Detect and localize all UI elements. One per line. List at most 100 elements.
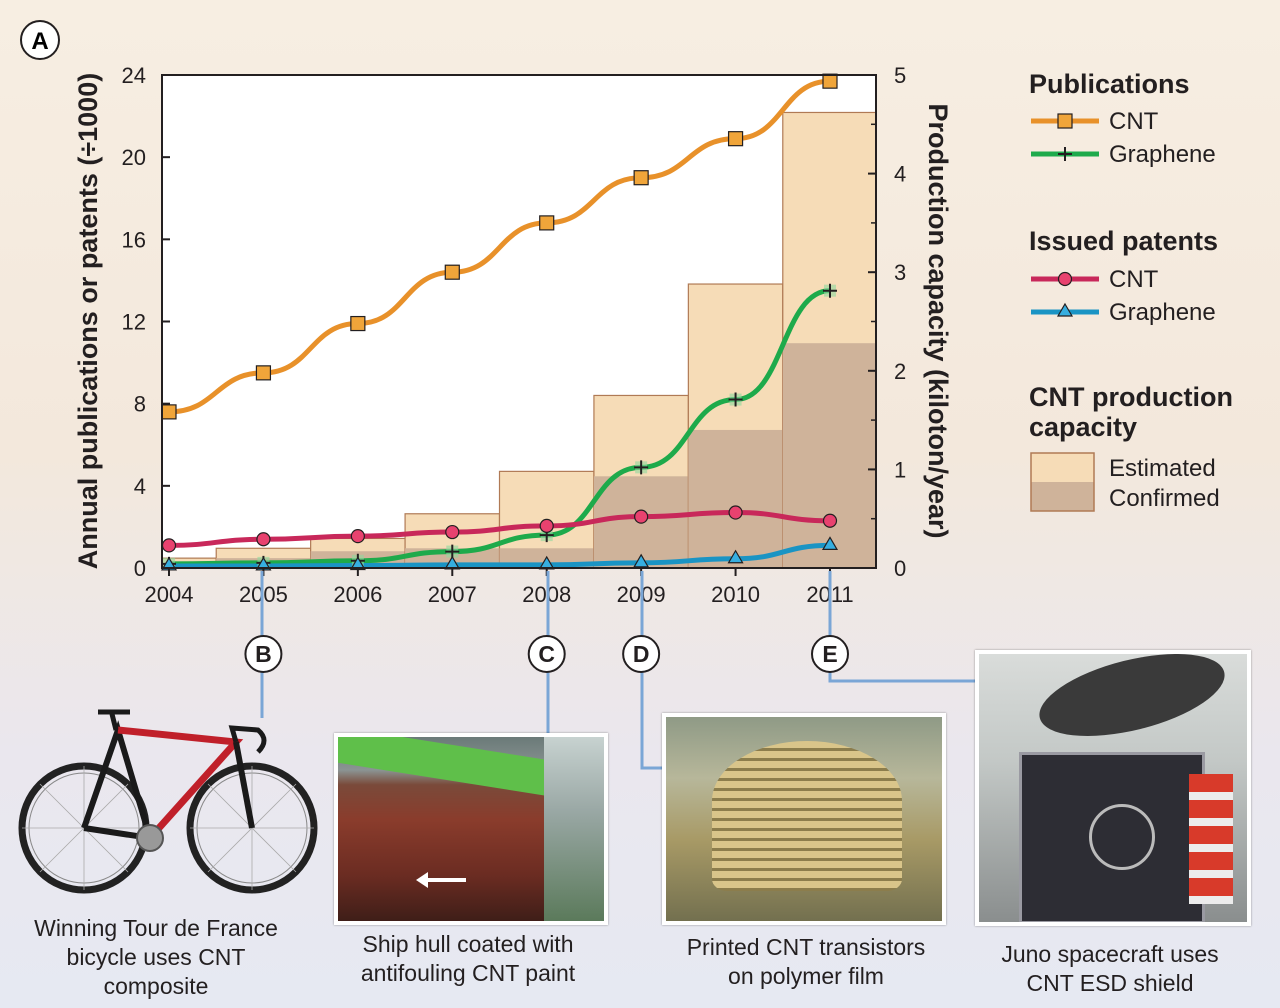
bike-rear-triangle — [81, 720, 155, 842]
y2-tick-label: 4 — [894, 162, 906, 187]
transistor-caption: Printed CNT transistors on polymer film — [650, 933, 962, 991]
bar-confirmed — [688, 429, 783, 568]
x-tick-label: 2004 — [145, 582, 194, 607]
y2-tick-label: 2 — [894, 359, 906, 384]
juno-spacecraft-image — [975, 650, 1251, 926]
y-tick-label: 20 — [122, 145, 146, 170]
bike-caption: Winning Tour de France bicycle uses CNT … — [0, 914, 312, 1001]
y-tick-label: 16 — [122, 227, 146, 252]
ship-caption-line2: antifouling CNT paint — [360, 960, 576, 986]
y-tick-label: 4 — [134, 474, 146, 499]
triangle-marker — [633, 553, 650, 568]
square-marker — [161, 404, 177, 420]
bike-spokes — [22, 766, 314, 890]
legend-square-icon — [1057, 113, 1073, 129]
bike-handlebar — [228, 725, 267, 754]
y2-axis-title: Production capacity (kiloton/year) — [923, 103, 953, 538]
legend-circle-icon — [1057, 271, 1073, 287]
legend-capacity-frame — [1030, 452, 1095, 512]
y-tick-label: 24 — [122, 63, 146, 88]
x-tick-label: 2007 — [428, 582, 477, 607]
legend-plus-icon — [1058, 147, 1072, 161]
juno-caption: Juno spacecraft uses CNT ESD shield — [970, 940, 1250, 998]
panel-label: A — [31, 28, 48, 55]
square-marker — [727, 131, 744, 147]
circle-marker — [539, 518, 554, 533]
circle-marker — [350, 529, 365, 544]
juno-caption-line1: Juno spacecraft uses — [1001, 941, 1219, 967]
plus-marker — [634, 460, 649, 475]
y-tick-label: 8 — [134, 392, 146, 417]
square-marker — [255, 365, 272, 381]
ship-caption-line1: Ship hull coated with — [362, 931, 574, 957]
bike-fork — [233, 741, 255, 829]
juno-tank — [1089, 804, 1155, 870]
connector-e — [828, 571, 979, 683]
bike-caption-line1: Winning Tour de France — [34, 915, 278, 941]
legend-confirmed-swatch — [1031, 482, 1094, 511]
y2-tick-label: 5 — [894, 63, 906, 88]
legend-patents-title: Issued patents — [1029, 226, 1219, 256]
ship-caption: Ship hull coated with antifouling CNT pa… — [330, 930, 606, 988]
y-tick-label: 0 — [134, 556, 146, 581]
transistor-caption-line2: on polymer film — [728, 963, 884, 989]
transistor-film — [712, 741, 902, 891]
callout-label: C — [538, 641, 555, 667]
circle-marker — [728, 505, 743, 520]
square-marker — [444, 264, 460, 280]
printed-transistors-image — [662, 713, 946, 925]
bike-seat — [98, 709, 130, 731]
legend-confirmed-label: Confirmed — [1109, 485, 1220, 512]
x-tick-label: 2006 — [333, 582, 382, 607]
legend-pub-cnt-label: CNT — [1109, 108, 1159, 135]
y2-tick-label: 3 — [894, 260, 906, 285]
y2-tick-label: 0 — [894, 556, 906, 581]
callout-badge — [244, 635, 283, 673]
legend-publications-title: Publications — [1029, 69, 1190, 99]
circle-marker — [161, 538, 177, 553]
callout-connectors — [260, 571, 979, 770]
square-marker — [350, 315, 366, 332]
callout-badge — [811, 635, 849, 673]
legend-capacity-title-line2: capacity — [1029, 412, 1138, 442]
legend-capacity-title: CNT production capacity — [1029, 382, 1233, 442]
plus-marker — [728, 392, 743, 407]
legend-estimated-label: Estimated — [1109, 455, 1216, 482]
y2-tick-label: 1 — [894, 457, 906, 482]
legend-swatches — [1030, 113, 1099, 512]
y-tick-label: 12 — [122, 310, 146, 335]
callout-badge — [527, 635, 566, 673]
arrow-left-head-icon — [416, 872, 428, 888]
bicycle-image — [18, 709, 318, 894]
legend-pat-cnt-label: CNT — [1109, 266, 1159, 293]
callout-label: B — [255, 641, 272, 667]
callout-label: E — [822, 641, 837, 667]
square-marker — [822, 73, 838, 89]
bar-confirmed — [782, 343, 876, 568]
arrow-left-icon — [422, 878, 466, 882]
callout-badges: B C D E — [244, 635, 849, 673]
circle-marker — [634, 509, 649, 524]
bike-caption-line2: bicycle uses CNT — [66, 944, 246, 970]
connector-d — [640, 571, 664, 770]
ship-background-structure — [544, 737, 604, 921]
legend-pub-graphene-label: Graphene — [1109, 141, 1216, 168]
transistor-caption-line1: Printed CNT transistors — [686, 934, 926, 960]
legend-triangle-icon — [1056, 302, 1074, 317]
triangle-marker — [821, 536, 839, 551]
bike-caption-line3: composite — [103, 973, 209, 999]
callout-label: D — [633, 641, 650, 667]
legend-pat-graphene-label: Graphene — [1109, 299, 1216, 326]
square-marker — [539, 215, 555, 231]
circle-marker — [256, 532, 271, 547]
circle-marker — [445, 524, 460, 540]
y-axis-title: Annual publications or patents (÷1000) — [73, 73, 103, 569]
triangle-marker — [727, 549, 744, 564]
legend-capacity-title-line1: CNT production — [1029, 382, 1233, 412]
circle-marker — [822, 513, 838, 528]
plus-marker — [823, 283, 837, 298]
x-tick-label: 2010 — [711, 582, 760, 607]
callout-badge — [622, 635, 661, 673]
